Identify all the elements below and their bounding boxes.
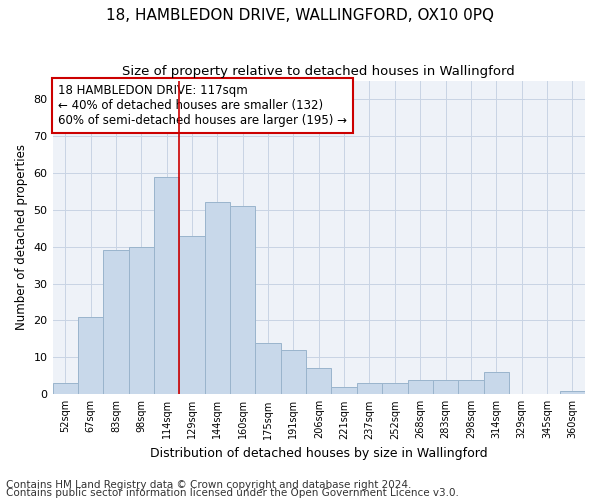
X-axis label: Distribution of detached houses by size in Wallingford: Distribution of detached houses by size … bbox=[150, 447, 488, 460]
Bar bbox=[179, 236, 205, 394]
Bar bbox=[458, 380, 484, 394]
Bar bbox=[53, 383, 78, 394]
Bar bbox=[484, 372, 509, 394]
Bar bbox=[331, 387, 357, 394]
Y-axis label: Number of detached properties: Number of detached properties bbox=[15, 144, 28, 330]
Bar bbox=[382, 383, 407, 394]
Bar bbox=[230, 206, 256, 394]
Bar bbox=[154, 176, 179, 394]
Text: 18 HAMBLEDON DRIVE: 117sqm
← 40% of detached houses are smaller (132)
60% of sem: 18 HAMBLEDON DRIVE: 117sqm ← 40% of deta… bbox=[58, 84, 347, 126]
Text: Contains public sector information licensed under the Open Government Licence v3: Contains public sector information licen… bbox=[6, 488, 459, 498]
Text: 18, HAMBLEDON DRIVE, WALLINGFORD, OX10 0PQ: 18, HAMBLEDON DRIVE, WALLINGFORD, OX10 0… bbox=[106, 8, 494, 22]
Bar bbox=[560, 390, 585, 394]
Bar bbox=[256, 342, 281, 394]
Bar bbox=[205, 202, 230, 394]
Bar bbox=[407, 380, 433, 394]
Bar bbox=[103, 250, 128, 394]
Bar bbox=[281, 350, 306, 395]
Bar bbox=[128, 246, 154, 394]
Title: Size of property relative to detached houses in Wallingford: Size of property relative to detached ho… bbox=[122, 65, 515, 78]
Text: Contains HM Land Registry data © Crown copyright and database right 2024.: Contains HM Land Registry data © Crown c… bbox=[6, 480, 412, 490]
Bar bbox=[433, 380, 458, 394]
Bar bbox=[78, 317, 103, 394]
Bar bbox=[306, 368, 331, 394]
Bar bbox=[357, 383, 382, 394]
